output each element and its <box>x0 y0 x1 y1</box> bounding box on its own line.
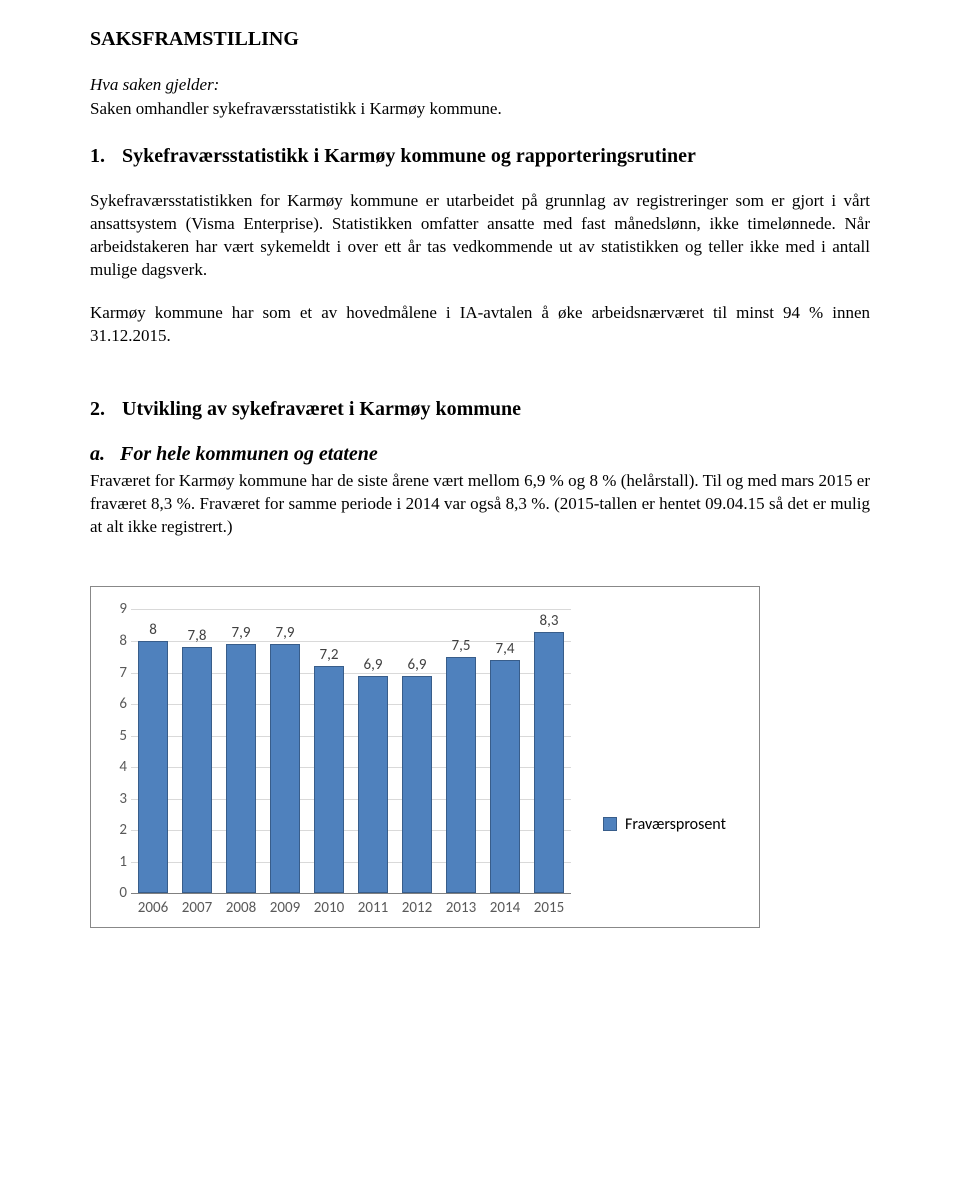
page-title: SAKSFRAMSTILLING <box>90 28 870 51</box>
section-2a-letter: a. <box>90 443 120 466</box>
section-2-number: 2. <box>90 398 122 421</box>
chart-bar <box>314 666 344 893</box>
bar-value-label: 7,4 <box>496 640 515 658</box>
chart-plot-area: 0 1 2 3 4 5 6 7 8 9 8 2006 7,8 2007 7,9 2008 7,9 2009 7,2 2… <box>101 599 581 919</box>
section-1-number: 1. <box>90 145 122 168</box>
x-axis-tick-label: 2009 <box>270 899 300 917</box>
y-axis-tick-label: 7 <box>107 664 127 682</box>
chart-bar <box>402 676 432 894</box>
bar-value-label: 7,9 <box>276 624 295 642</box>
x-axis-tick-label: 2013 <box>446 899 476 917</box>
intro-label: Hva saken gjelder: <box>90 75 870 95</box>
chart-bar <box>446 657 476 894</box>
chart-bar <box>358 676 388 894</box>
chart-bar <box>138 641 168 893</box>
x-axis-tick-label: 2006 <box>138 899 168 917</box>
section-2-title: Utvikling av sykefraværet i Karmøy kommu… <box>122 398 521 420</box>
y-axis-tick-label: 5 <box>107 727 127 745</box>
bar-value-label: 6,9 <box>364 656 383 674</box>
x-axis-tick-label: 2015 <box>534 899 564 917</box>
x-axis-baseline <box>131 893 571 894</box>
bar-value-label: 7,9 <box>232 624 251 642</box>
absence-bar-chart: 0 1 2 3 4 5 6 7 8 9 8 2006 7,8 2007 7,9 2008 7,9 2009 7,2 2… <box>90 586 760 928</box>
legend-label: Fraværsprosent <box>625 815 726 834</box>
x-axis-tick-label: 2008 <box>226 899 256 917</box>
bar-value-label: 8 <box>149 621 157 639</box>
bar-value-label: 8,3 <box>540 612 559 630</box>
section-1-heading: 1.Sykefraværsstatistikk i Karmøy kommune… <box>90 145 870 168</box>
bar-value-label: 7,2 <box>320 646 339 664</box>
bar-value-label: 7,8 <box>188 627 207 645</box>
y-axis-tick-label: 2 <box>107 821 127 839</box>
chart-bar <box>534 632 564 894</box>
bar-value-label: 7,5 <box>452 637 471 655</box>
section-1-para-1: Sykefraværsstatistikken for Karmøy kommu… <box>90 190 870 282</box>
y-axis-tick-label: 8 <box>107 632 127 650</box>
chart-bar <box>182 647 212 893</box>
intro-text: Saken omhandler sykefraværsstatistikk i … <box>90 99 870 119</box>
x-axis-tick-label: 2007 <box>182 899 212 917</box>
y-axis-tick-label: 6 <box>107 695 127 713</box>
x-axis-tick-label: 2010 <box>314 899 344 917</box>
x-axis-tick-label: 2014 <box>490 899 520 917</box>
section-1-para-2: Karmøy kommune har som et av hovedmålene… <box>90 302 870 348</box>
document-page: SAKSFRAMSTILLING Hva saken gjelder: Sake… <box>0 0 960 1187</box>
section-2-heading: 2.Utvikling av sykefraværet i Karmøy kom… <box>90 398 870 421</box>
y-axis-tick-label: 9 <box>107 600 127 618</box>
x-axis-tick-label: 2012 <box>402 899 432 917</box>
section-2a-title: For hele kommunen og etatene <box>120 443 378 465</box>
y-axis-tick-label: 0 <box>107 884 127 902</box>
legend-swatch <box>603 817 617 831</box>
y-axis-tick-label: 4 <box>107 758 127 776</box>
chart-bar <box>226 644 256 893</box>
section-1-title: Sykefraværsstatistikk i Karmøy kommune o… <box>122 145 696 167</box>
section-2a-para: Fraværet for Karmøy kommune har de siste… <box>90 470 870 539</box>
y-axis-tick-label: 3 <box>107 790 127 808</box>
grid-line <box>131 609 571 610</box>
bar-value-label: 6,9 <box>408 656 427 674</box>
y-axis-tick-label: 1 <box>107 853 127 871</box>
chart-legend: Fraværsprosent <box>603 729 726 919</box>
chart-bar <box>270 644 300 893</box>
chart-bar <box>490 660 520 894</box>
x-axis-tick-label: 2011 <box>358 899 388 917</box>
section-2a-heading: a.For hele kommunen og etatene <box>90 443 870 466</box>
